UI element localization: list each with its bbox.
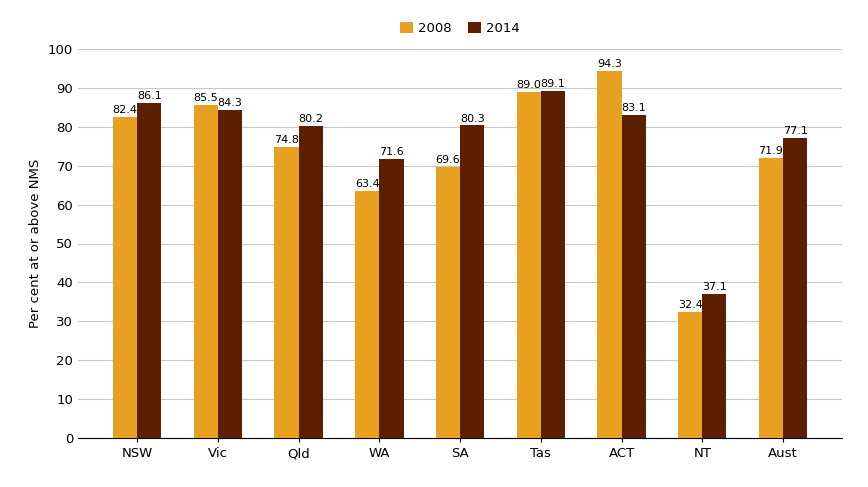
Text: 94.3: 94.3 bbox=[597, 59, 621, 69]
Bar bbox=[702, 294, 727, 438]
Bar bbox=[516, 92, 541, 438]
Bar bbox=[678, 312, 702, 438]
Bar bbox=[218, 110, 242, 438]
Text: 85.5: 85.5 bbox=[194, 93, 218, 103]
Text: 69.6: 69.6 bbox=[436, 155, 460, 165]
Text: 83.1: 83.1 bbox=[621, 103, 646, 112]
Bar bbox=[137, 103, 161, 438]
Bar bbox=[597, 71, 621, 438]
Text: 89.1: 89.1 bbox=[541, 79, 565, 89]
Bar bbox=[379, 159, 404, 438]
Bar bbox=[460, 126, 484, 438]
Text: 32.4: 32.4 bbox=[678, 300, 702, 310]
Bar bbox=[194, 105, 218, 438]
Bar bbox=[621, 114, 646, 438]
Text: 84.3: 84.3 bbox=[218, 98, 242, 108]
Text: 77.1: 77.1 bbox=[783, 126, 807, 136]
Bar bbox=[113, 117, 137, 438]
Y-axis label: Per cent at or above NMS: Per cent at or above NMS bbox=[30, 159, 43, 328]
Text: 71.6: 71.6 bbox=[379, 148, 404, 157]
Text: 71.9: 71.9 bbox=[759, 146, 783, 156]
Bar bbox=[541, 91, 565, 438]
Text: 89.0: 89.0 bbox=[516, 79, 541, 90]
Bar bbox=[299, 126, 323, 438]
Legend: 2008, 2014: 2008, 2014 bbox=[395, 17, 525, 40]
Text: 37.1: 37.1 bbox=[702, 282, 727, 292]
Text: 63.4: 63.4 bbox=[355, 179, 379, 189]
Bar bbox=[355, 191, 379, 438]
Bar bbox=[759, 158, 783, 438]
Text: 82.4: 82.4 bbox=[113, 105, 137, 115]
Bar bbox=[436, 167, 460, 438]
Bar bbox=[783, 138, 807, 438]
Text: 80.3: 80.3 bbox=[460, 113, 484, 124]
Text: 86.1: 86.1 bbox=[137, 91, 161, 101]
Text: 74.8: 74.8 bbox=[274, 135, 299, 145]
Bar bbox=[274, 147, 299, 438]
Text: 80.2: 80.2 bbox=[299, 114, 323, 124]
